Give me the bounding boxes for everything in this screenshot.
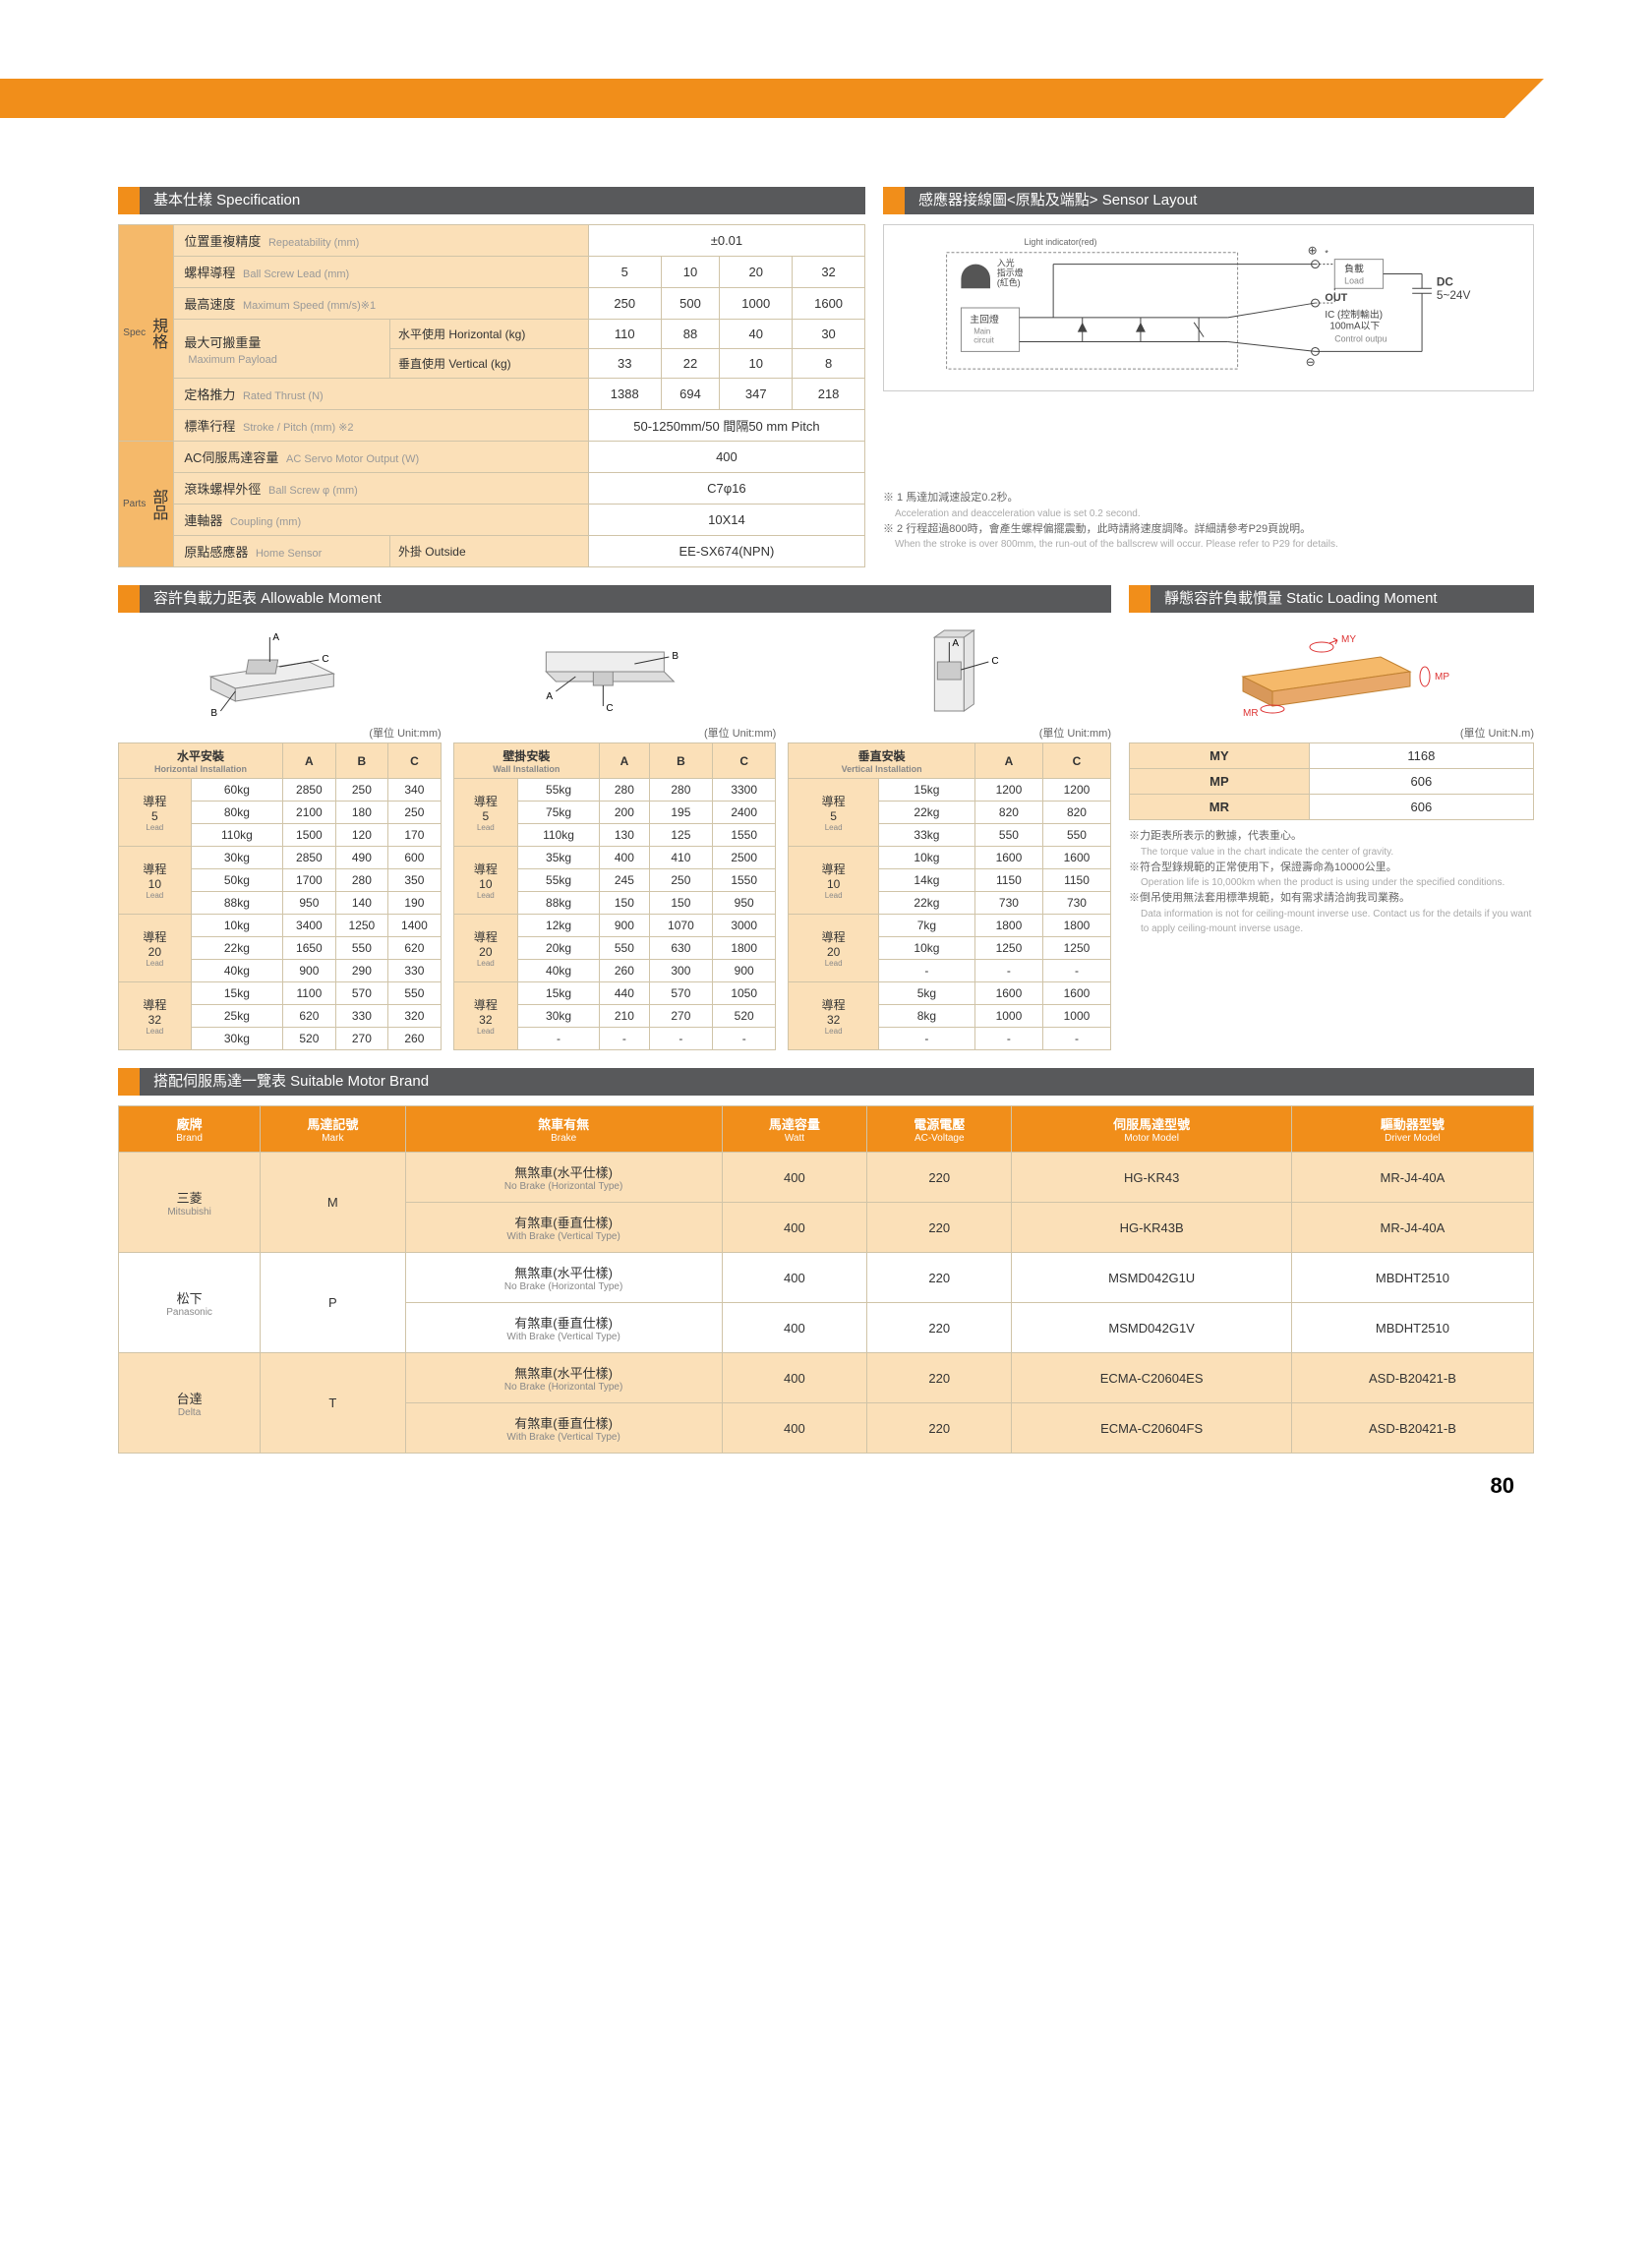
svg-text:⊖: ⊖ — [1306, 355, 1316, 369]
svg-text:B: B — [672, 651, 678, 662]
sensor-notes: ※ 1 馬達加減速設定0.2秒。Acceleration and deaccel… — [883, 490, 1534, 552]
svg-text:Main: Main — [974, 327, 990, 336]
svg-text:C: C — [606, 703, 613, 714]
motor-brand-header: 搭配伺服馬達一覽表 Suitable Motor Brand — [118, 1068, 1534, 1096]
svg-text:MR: MR — [1243, 708, 1259, 719]
slm-header: 靜態容許負載慣量 Static Loading Moment — [1129, 585, 1534, 613]
svg-text:⊕: ⊕ — [1308, 244, 1318, 258]
svg-text:Control outpu: Control outpu — [1334, 334, 1386, 344]
slm-diagram: MY MP MR — [1129, 623, 1534, 721]
slm-unit: (單位 Unit:N.m) — [1129, 725, 1534, 741]
svg-text:A: A — [272, 632, 279, 643]
svg-text:Load: Load — [1344, 275, 1364, 285]
svg-text:OUT: OUT — [1325, 292, 1347, 304]
top-banner — [0, 79, 1652, 177]
page-number: 80 — [118, 1473, 1534, 1499]
svg-text:5~24V: 5~24V — [1437, 288, 1471, 302]
svg-text:(紅色): (紅色) — [997, 276, 1021, 287]
slm-table: MY1168 MP606 MR606 — [1129, 742, 1534, 820]
svg-text:*: * — [1325, 249, 1328, 259]
svg-text:負載: 負載 — [1344, 263, 1364, 274]
svg-text:DC: DC — [1437, 274, 1454, 288]
svg-text:MP: MP — [1435, 672, 1449, 683]
spec-table: 規格 Spec 位置重複精度 Repeatability (mm) ±0.01 … — [118, 224, 865, 567]
sensor-layout-diagram: Light indicator(red) 入光 指示燈 (紅色) 主回燈 Mai… — [883, 224, 1534, 391]
svg-text:C: C — [992, 656, 999, 667]
spec-header: 基本仕樣 Specification — [118, 187, 865, 214]
sensor-header: 感應器接線圖<原點及端點> Sensor Layout — [883, 187, 1534, 214]
slm-notes: ※力距表所表示的數據，代表重心。The torque value in the … — [1129, 828, 1534, 936]
svg-text:IC (控制輸出): IC (控制輸出) — [1325, 308, 1383, 321]
svg-text:100mA以下: 100mA以下 — [1329, 322, 1380, 332]
svg-text:A: A — [953, 638, 960, 649]
svg-text:C: C — [322, 654, 328, 665]
allowable-moment-tables: ACB(單位 Unit:mm)水平安裝Horizontal Installati… — [118, 623, 1111, 1050]
svg-text:B: B — [210, 708, 217, 719]
svg-text:A: A — [546, 691, 553, 702]
svg-text:MY: MY — [1341, 634, 1356, 645]
svg-text:Light indicator(red): Light indicator(red) — [1025, 237, 1097, 247]
svg-text:主回燈: 主回燈 — [970, 314, 999, 326]
motor-brand-table: 廠牌Brand馬達記號Mark煞車有無Brake馬達容量Watt電源電壓AC-V… — [118, 1105, 1534, 1454]
svg-text:指示燈: 指示燈 — [997, 267, 1024, 277]
svg-text:circuit: circuit — [974, 336, 994, 345]
svg-text:入光: 入光 — [997, 258, 1015, 268]
allowable-moment-header: 容許負載力距表 Allowable Moment — [118, 585, 1111, 613]
